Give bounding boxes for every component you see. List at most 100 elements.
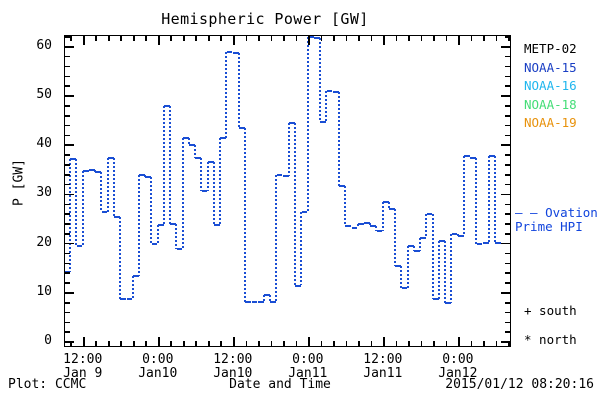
data-point-segment <box>307 36 314 38</box>
data-point-segment <box>195 156 202 159</box>
x-tick-label-time: 0:00 <box>142 352 174 367</box>
x-tick-label-date: Jan 9 <box>63 366 103 381</box>
data-connector-line <box>431 214 434 299</box>
y-tick-minor <box>65 262 70 265</box>
data-point-segment <box>420 236 427 239</box>
x-tick-minor-top <box>270 36 273 41</box>
data-connector-line <box>444 241 447 303</box>
plot-credit: Plot: CCMC <box>8 377 87 392</box>
x-tick-major-top <box>383 36 385 45</box>
y-tick-minor-right <box>505 252 510 255</box>
data-connector-line <box>381 201 384 232</box>
data-point-segment <box>339 184 345 187</box>
y-tick-minor-right <box>505 223 510 225</box>
x-tick-minor <box>358 341 360 346</box>
legend-ovation-prime: — — Ovation Prime HPI <box>515 206 598 234</box>
data-connector-line <box>181 137 184 249</box>
data-point-segment <box>301 210 308 213</box>
data-connector-line <box>75 159 78 247</box>
x-tick-minor <box>395 341 398 346</box>
x-tick-major <box>232 337 235 346</box>
y-tick-minor <box>65 105 70 107</box>
data-connector-line <box>175 223 178 249</box>
x-tick-minor <box>145 341 148 346</box>
y-tick-minor-right <box>505 154 510 156</box>
data-connector-line <box>406 246 409 288</box>
data-point-segment <box>126 297 133 300</box>
data-connector-line <box>237 52 240 128</box>
y-tick-major-right <box>501 144 510 147</box>
y-tick-label: 60 <box>36 37 52 53</box>
x-tick-minor-top <box>207 36 210 41</box>
x-tick-minor <box>295 341 298 346</box>
y-tick-minor-right <box>505 203 510 206</box>
data-point-segment <box>320 120 327 123</box>
x-tick-minor-top <box>195 36 198 41</box>
y-tick-minor-right <box>505 173 510 176</box>
data-connector-line <box>306 36 309 212</box>
x-tick-minor-top <box>470 36 473 41</box>
y-tick-major <box>65 95 74 97</box>
x-tick-minor <box>495 341 498 346</box>
x-tick-major-top <box>82 36 85 45</box>
y-tick-minor <box>65 134 70 137</box>
data-connector-line <box>356 223 359 228</box>
x-tick-label-time: 12:00 <box>363 352 403 367</box>
x-tick-minor <box>433 341 435 346</box>
x-tick-minor-top <box>145 36 148 41</box>
data-connector-line <box>344 185 347 227</box>
legend-ovation-line1: — — Ovation <box>515 206 598 220</box>
y-tick-label: 30 <box>36 185 52 201</box>
y-tick-minor-right <box>505 75 510 78</box>
legend-satellites: METP-02 NOAA-15 NOAA-16 NOAA-18 NOAA-19 <box>524 40 577 133</box>
x-tick-minor-top <box>495 36 498 41</box>
timestamp: 2015/01/12 08:20:16 <box>445 377 594 392</box>
x-tick-label-time: 0:00 <box>442 352 474 367</box>
data-point-segment <box>295 284 302 287</box>
data-connector-line <box>475 157 478 244</box>
data-point-segment <box>432 297 439 300</box>
y-tick-minor <box>65 203 70 206</box>
data-point-segment <box>495 241 502 244</box>
y-tick-major <box>65 341 74 343</box>
data-point-segment <box>445 301 452 304</box>
x-tick-major-top <box>458 36 460 45</box>
plot-frame <box>64 35 511 347</box>
data-point-segment <box>189 144 195 147</box>
data-point-segment <box>157 223 164 226</box>
data-point-segment <box>151 242 158 245</box>
data-connector-line <box>100 172 103 212</box>
x-tick-label-date: Jan12 <box>438 366 478 381</box>
data-connector-line <box>144 174 147 178</box>
data-point-segment <box>245 300 252 303</box>
data-connector-line <box>337 92 340 186</box>
data-point-segment <box>239 127 245 130</box>
y-tick-minor-right <box>505 134 510 137</box>
x-tick-label: 12:00 Jan11 <box>338 353 428 381</box>
data-point-segment <box>407 245 414 248</box>
x-tick-minor-top <box>120 36 123 41</box>
x-tick-minor-top <box>445 36 448 41</box>
x-tick-minor-top <box>220 36 223 41</box>
x-tick-minor-top <box>245 36 248 41</box>
y-tick-minor <box>65 124 70 127</box>
y-axis-title: P [GW] <box>11 159 27 206</box>
data-connector-line <box>287 123 290 177</box>
data-point-segment <box>389 208 395 211</box>
y-tick-minor-right <box>505 124 510 127</box>
x-tick-minor <box>320 341 323 346</box>
data-point-segment <box>395 264 402 267</box>
data-point-segment <box>457 235 464 238</box>
data-connector-line <box>425 214 428 238</box>
y-tick-minor-right <box>505 55 510 58</box>
data-point-segment <box>120 297 126 300</box>
y-tick-minor <box>65 301 70 304</box>
legend-hemispheres: + south * north <box>524 296 577 354</box>
x-tick-minor <box>170 341 173 346</box>
x-tick-label-time: 0:00 <box>292 352 324 367</box>
y-tick-minor <box>65 65 70 68</box>
data-connector-line <box>219 137 222 225</box>
y-tick-minor <box>65 173 70 176</box>
data-connector-line <box>456 233 459 237</box>
data-point-segment <box>82 169 89 172</box>
